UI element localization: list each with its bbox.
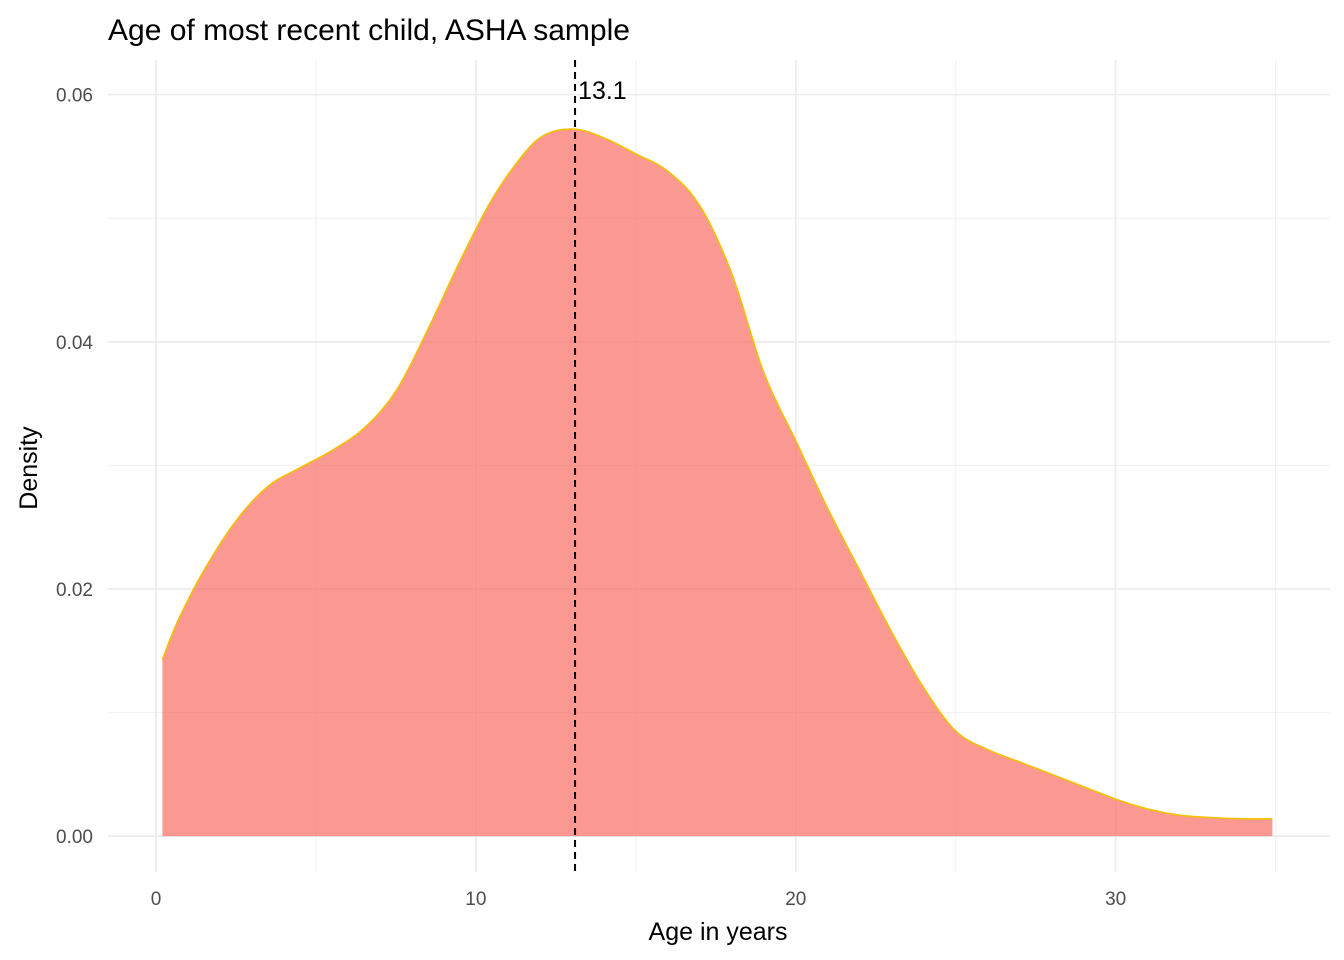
y-axis-title: Density [15, 426, 43, 510]
y-tick-label: 0.04 [56, 333, 93, 354]
y-axis-ticks: 0.00 0.02 0.04 0.06 [56, 86, 93, 849]
y-tick-label: 0.00 [56, 827, 93, 848]
x-tick-label: 30 [1105, 889, 1126, 910]
density-area [162, 129, 1273, 837]
x-tick-label: 20 [785, 889, 806, 910]
x-axis-title: Age in years [649, 918, 788, 946]
x-axis-ticks: 0 10 20 30 [151, 889, 1127, 910]
x-tick-label: 0 [151, 889, 162, 910]
series-layer [161, 128, 1273, 837]
mean-vline-label: 13.1 [578, 77, 627, 105]
chart-title: Age of most recent child, ASHA sample [108, 14, 630, 47]
density-line [161, 128, 1273, 820]
y-tick-label: 0.02 [56, 580, 93, 601]
x-tick-label: 10 [465, 889, 486, 910]
y-tick-label: 0.06 [56, 86, 93, 107]
annotation-layer: 13.1 [574, 60, 627, 872]
